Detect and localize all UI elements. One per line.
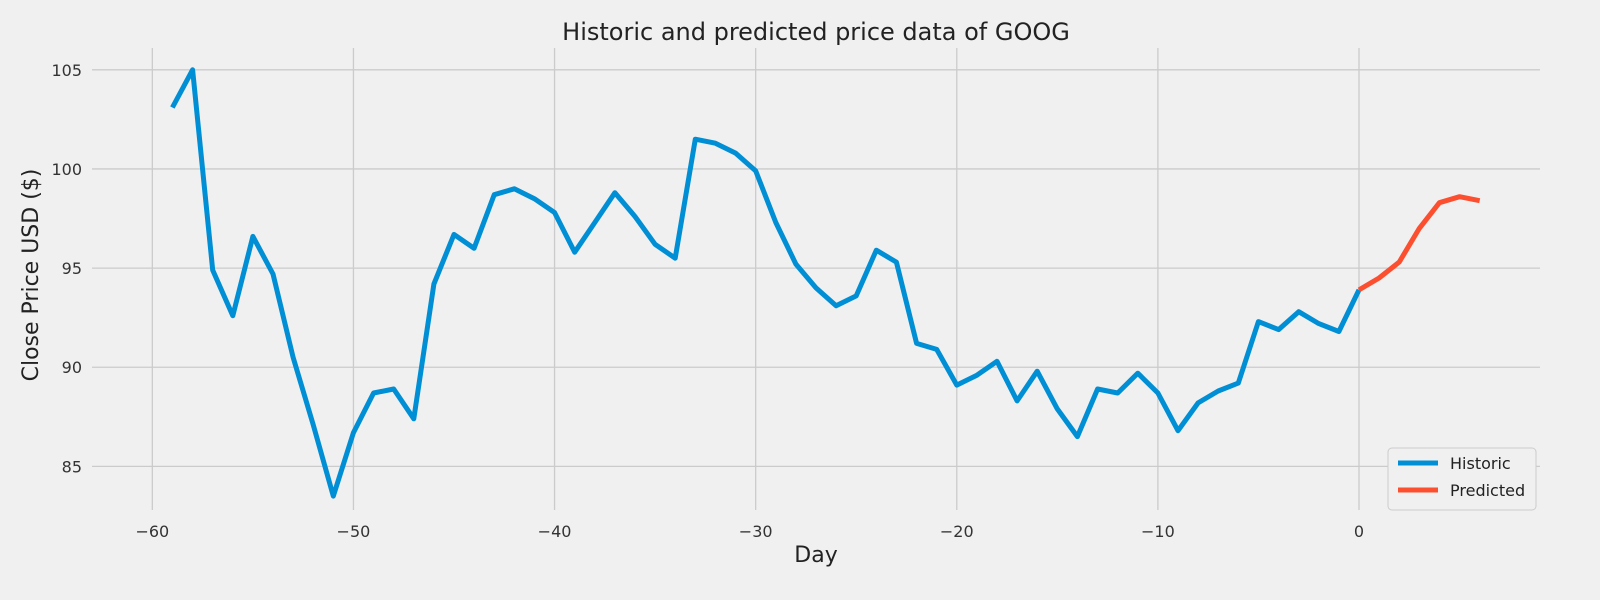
legend-label-predicted: Predicted: [1450, 481, 1525, 500]
x-tick-label: −10: [1141, 522, 1175, 541]
x-tick-label: −30: [739, 522, 773, 541]
x-tick-label: −50: [337, 522, 371, 541]
series-lines: [170, 67, 1481, 499]
tick-labels: 85 90 95 100 105 −60 −50 −40 −30 −20 −10 0: [51, 61, 1364, 541]
chart-title: Historic and predicted price data of GOO…: [562, 18, 1070, 46]
y-tick-label: 85: [62, 457, 82, 476]
y-tick-label: 95: [62, 259, 82, 278]
legend: Historic Predicted: [1387, 447, 1537, 511]
x-tick-label: −40: [538, 522, 572, 541]
grid-lines: [92, 48, 1540, 510]
y-axis-label: Close Price USD ($): [19, 169, 44, 382]
x-tick-label: 0: [1354, 522, 1364, 541]
y-tick-label: 105: [51, 61, 82, 80]
legend-label-historic: Historic: [1450, 454, 1511, 473]
series-line-historic: [170, 67, 1362, 499]
x-tick-label: −60: [135, 522, 169, 541]
y-tick-label: 100: [51, 160, 82, 179]
x-tick-label: −20: [940, 522, 974, 541]
y-tick-label: 90: [62, 358, 82, 377]
x-axis-label: Day: [794, 543, 837, 568]
